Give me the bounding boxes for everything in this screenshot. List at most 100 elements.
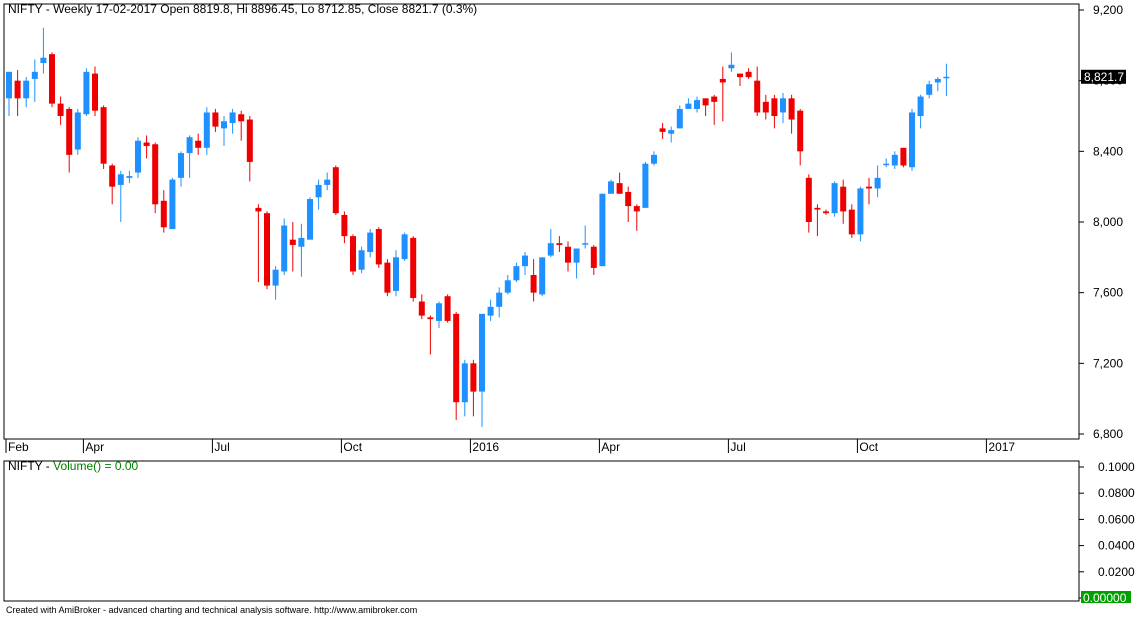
last-value-marker: 8,821.7 bbox=[1081, 69, 1126, 84]
candle bbox=[74, 108, 81, 155]
candle bbox=[212, 108, 219, 132]
candle bbox=[780, 93, 786, 124]
candle bbox=[49, 52, 55, 108]
candle bbox=[590, 244, 597, 275]
candle bbox=[917, 94, 924, 129]
candle bbox=[771, 94, 778, 129]
candle bbox=[470, 359, 477, 417]
candle bbox=[57, 96, 64, 125]
candle bbox=[66, 107, 73, 173]
candle-body bbox=[307, 199, 313, 240]
volume-chart[interactable]: NIFTY - Volume() = 0.00 0.1000 0.0800 0.06… bbox=[0, 459, 1140, 603]
candle bbox=[453, 312, 460, 420]
candle-body bbox=[169, 179, 176, 230]
candle bbox=[608, 179, 614, 194]
candle bbox=[264, 211, 270, 290]
candle bbox=[547, 229, 554, 258]
candle bbox=[625, 186, 632, 222]
candle-body bbox=[754, 80, 761, 113]
candle-body bbox=[857, 188, 864, 235]
candle bbox=[307, 197, 313, 240]
candle-body bbox=[642, 163, 649, 208]
candle bbox=[109, 163, 116, 205]
candle bbox=[31, 59, 38, 102]
candle bbox=[728, 52, 735, 72]
candle-body bbox=[823, 211, 829, 214]
candle-body bbox=[530, 275, 537, 293]
candle bbox=[341, 211, 348, 244]
candle bbox=[23, 77, 30, 108]
volume-y-tick-label: 0.0600 bbox=[1098, 512, 1135, 526]
candle-body bbox=[874, 177, 881, 189]
candle-body bbox=[49, 54, 55, 104]
candle-body bbox=[590, 246, 597, 268]
candle bbox=[135, 137, 141, 178]
candle bbox=[401, 232, 408, 261]
candle-body bbox=[668, 130, 675, 134]
candle-body bbox=[109, 165, 116, 187]
volume-title-symbol: NIFTY - bbox=[8, 459, 53, 473]
candle-body bbox=[762, 101, 769, 113]
candle-body bbox=[83, 71, 90, 115]
candle-body bbox=[866, 186, 872, 189]
candle bbox=[479, 313, 485, 427]
candle bbox=[315, 179, 322, 210]
candle-body bbox=[186, 137, 193, 154]
candle bbox=[676, 105, 683, 129]
candle bbox=[487, 299, 494, 321]
candle-body bbox=[848, 209, 855, 235]
candle-body bbox=[393, 257, 399, 291]
volume-title-indicator: Volume() = 0.00 bbox=[53, 459, 138, 473]
candle bbox=[427, 315, 434, 355]
candle-body bbox=[135, 140, 141, 173]
candle bbox=[565, 241, 571, 272]
candle-body bbox=[384, 262, 391, 293]
candle-body bbox=[203, 112, 210, 148]
candle-body bbox=[14, 80, 21, 99]
candle-body bbox=[745, 71, 752, 78]
candle-body bbox=[719, 78, 726, 83]
candle bbox=[616, 172, 623, 194]
candle bbox=[255, 204, 262, 283]
candle bbox=[384, 259, 391, 297]
candle bbox=[909, 108, 915, 171]
candle-body bbox=[375, 229, 382, 265]
candle bbox=[539, 257, 546, 297]
candle-body bbox=[539, 257, 546, 295]
candle-body bbox=[23, 80, 30, 99]
candle bbox=[926, 80, 933, 99]
candle-body bbox=[246, 119, 253, 162]
candle bbox=[504, 275, 511, 295]
candle-body bbox=[608, 181, 614, 194]
candle bbox=[324, 172, 331, 191]
candle-body bbox=[92, 73, 98, 111]
candle bbox=[848, 204, 855, 238]
candle-body bbox=[427, 317, 434, 320]
candle-body bbox=[40, 57, 47, 63]
candle-body bbox=[229, 112, 236, 124]
candle bbox=[281, 218, 288, 275]
candle bbox=[186, 135, 193, 178]
volume-panel-title: NIFTY - Volume() = 0.00 bbox=[8, 459, 139, 473]
candle bbox=[840, 179, 847, 224]
candle bbox=[83, 68, 90, 116]
candle bbox=[745, 68, 752, 79]
candle-body bbox=[152, 144, 159, 205]
candle-body bbox=[195, 140, 202, 148]
candle bbox=[358, 246, 365, 274]
candle-body bbox=[625, 191, 632, 207]
candle bbox=[857, 186, 864, 242]
candle bbox=[805, 174, 812, 233]
x-tick-label: Feb bbox=[8, 440, 29, 454]
x-tick-label: Oct bbox=[859, 440, 878, 454]
candle-body bbox=[676, 108, 683, 129]
candle-body bbox=[31, 71, 38, 79]
candle-body bbox=[410, 237, 417, 298]
candle-body bbox=[341, 214, 348, 237]
candle-body bbox=[883, 163, 890, 166]
candle bbox=[582, 225, 589, 249]
candles-layer bbox=[6, 27, 950, 427]
footer-credit: Created with AmiBroker - advanced charti… bbox=[6, 605, 418, 615]
